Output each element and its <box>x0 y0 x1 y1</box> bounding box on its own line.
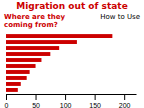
subtitle-line: Where are they <box>4 13 66 21</box>
tick-mark <box>124 94 125 100</box>
tick-mark <box>36 94 37 100</box>
title: Migration out of state <box>16 1 128 11</box>
tick-mark <box>95 94 96 100</box>
tick-label: 200 <box>119 102 131 108</box>
bar <box>6 70 30 74</box>
chart: Migration out of state Where are theycomi… <box>0 0 144 108</box>
subtitle-line: coming from? <box>4 21 58 29</box>
tick-mark <box>6 94 7 100</box>
tick-mark <box>65 94 66 100</box>
bar <box>6 88 18 92</box>
bar <box>6 52 50 56</box>
tick: 0 <box>5 94 9 108</box>
x-axis: 0 50 100 150 200 <box>5 94 137 108</box>
bar <box>6 40 77 44</box>
bar <box>6 64 36 68</box>
bar <box>6 82 21 86</box>
bar <box>6 34 112 38</box>
bar <box>6 76 27 80</box>
axis-line <box>7 94 137 95</box>
tick-label: 0 <box>5 102 9 108</box>
tick: 50 <box>32 94 40 108</box>
tick: 150 <box>89 94 101 108</box>
tick-label: 100 <box>60 102 72 108</box>
tick-label: 150 <box>89 102 101 108</box>
bar <box>6 58 41 62</box>
tick: 100 <box>60 94 72 108</box>
tick-label: 50 <box>32 102 40 108</box>
subtitle: Where are theycoming from? <box>4 13 66 29</box>
bar <box>6 46 59 50</box>
plot: 0 50 100 150 200 <box>5 34 137 108</box>
bars <box>6 34 112 92</box>
annotation: How to Use <box>100 13 140 21</box>
tick: 200 <box>119 94 131 108</box>
